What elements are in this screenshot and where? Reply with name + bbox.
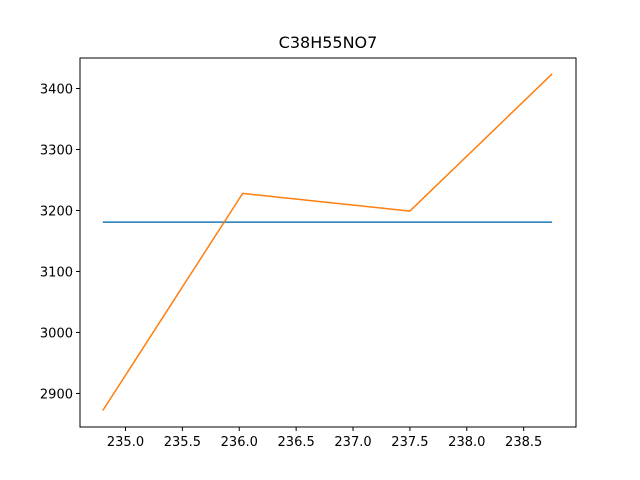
y-tick-label: 3400 xyxy=(40,82,73,97)
y-tick-label: 2900 xyxy=(40,387,73,402)
x-tick-label: 235.0 xyxy=(107,435,144,450)
x-tick-label: 238.5 xyxy=(505,435,542,450)
x-axis: 235.0 235.5 236.0 236.5 237.0 237.5 238.0 238.5 xyxy=(107,427,542,450)
x-tick-label: 238.0 xyxy=(448,435,485,450)
x-tick-label: 236.5 xyxy=(278,435,315,450)
y-axis: 2900 3000 3100 3200 3300 3400 xyxy=(40,82,80,402)
y-tick-label: 3300 xyxy=(40,143,73,158)
x-tick-label: 237.5 xyxy=(391,435,428,450)
y-tick-label: 3100 xyxy=(40,265,73,280)
series-layer xyxy=(102,73,553,411)
series-line-2 xyxy=(102,73,553,411)
chart-title: C38H55NO7 xyxy=(279,33,378,52)
y-tick-label: 3000 xyxy=(40,326,73,341)
x-tick-label: 235.5 xyxy=(164,435,201,450)
x-tick-label: 236.0 xyxy=(221,435,258,450)
x-tick-label: 237.0 xyxy=(334,435,371,450)
plot-frame xyxy=(79,57,577,428)
y-tick-label: 3200 xyxy=(40,204,73,219)
